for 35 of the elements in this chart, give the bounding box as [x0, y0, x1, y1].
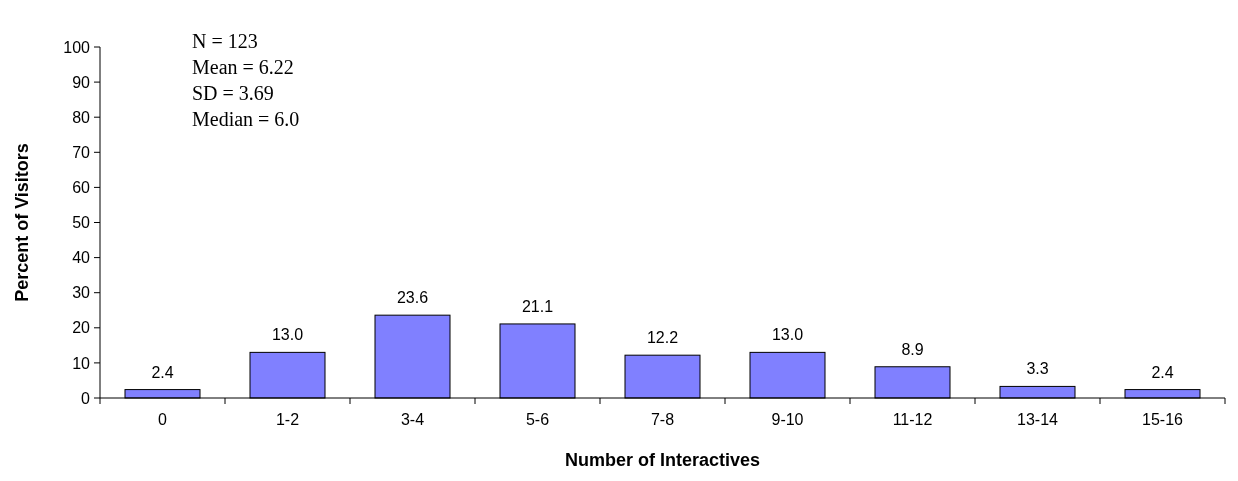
data-label: 23.6	[396, 289, 429, 307]
y-tick-label: 50	[72, 214, 91, 232]
y-tick-label: 40	[72, 249, 91, 267]
y-axis-title: Percent of Visitors	[12, 143, 32, 302]
annotation: N = 123	[192, 30, 258, 52]
data-label: 3.3	[1026, 360, 1049, 378]
data-label: 8.9	[901, 340, 924, 358]
annotation: Mean = 6.22	[192, 56, 294, 78]
annotation: Median = 6.0	[192, 108, 300, 130]
y-tick-label: 70	[72, 143, 91, 161]
x-tick-label: 5-6	[525, 411, 550, 428]
y-tick-label: 20	[72, 319, 91, 337]
y-tick-label: 80	[72, 108, 91, 126]
x-axis-title: Number of Interactives	[564, 450, 761, 470]
annotation: SD = 3.69	[192, 82, 274, 104]
y-tick-label: 10	[72, 354, 91, 372]
data-label: 2.4	[1151, 363, 1174, 381]
data-label: 12.2	[646, 329, 679, 347]
x-tick-label: 11-12	[892, 411, 933, 428]
x-tick-label: 1-2	[275, 411, 300, 428]
y-tick-label: 30	[72, 284, 91, 302]
data-label: 2.4	[151, 363, 174, 381]
x-tick-label: 7-8	[650, 411, 675, 428]
data-label: 13.0	[771, 326, 804, 344]
x-tick-label: 9-10	[771, 411, 804, 428]
x-tick-label: 13-14	[1017, 411, 1059, 428]
y-tick-label: 0	[81, 389, 91, 407]
x-tick-label: 0	[158, 411, 168, 428]
data-label: 13.0	[271, 326, 304, 344]
data-label: 21.1	[521, 297, 554, 315]
x-tick-label: 3-4	[400, 411, 425, 428]
x-tick-label: 15-16	[1142, 411, 1184, 428]
y-tick-label: 90	[72, 73, 91, 91]
y-tick-label: 100	[63, 38, 91, 56]
y-tick-label: 60	[72, 179, 91, 196]
